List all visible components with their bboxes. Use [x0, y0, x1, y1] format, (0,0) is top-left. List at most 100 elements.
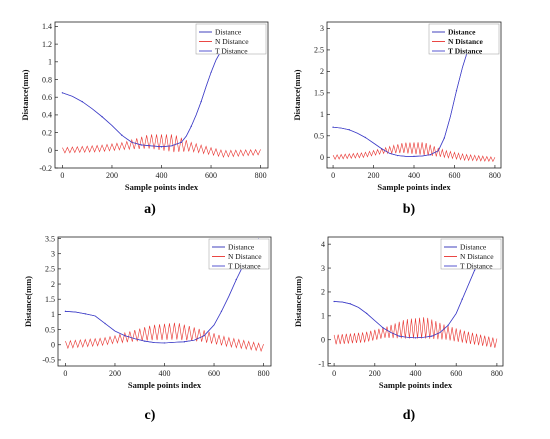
series-point — [397, 154, 399, 157]
legend-entry: N Distance — [215, 37, 249, 46]
y-tick-label: 3 — [51, 249, 55, 258]
x-tick-label: 800 — [489, 171, 501, 180]
series-point — [333, 300, 335, 303]
series-point — [447, 324, 449, 326]
x-tick-label: 0 — [60, 171, 64, 180]
y-tick-label: 1.5 — [314, 89, 324, 98]
series-point — [61, 92, 64, 94]
series-line-t-distance — [65, 238, 259, 344]
series-point — [461, 298, 463, 300]
y-axis-label: Distance(mm) — [293, 276, 303, 327]
y-axis-label: Distance(mm) — [292, 69, 302, 120]
plot-area — [332, 24, 496, 163]
y-tick-label: 1.4 — [42, 22, 52, 31]
y-tick-label: 0.5 — [45, 325, 55, 334]
y-tick-label: 0.6 — [42, 93, 52, 102]
series-point — [190, 125, 192, 128]
x-tick-label: 0 — [332, 369, 336, 378]
series-point — [398, 335, 400, 337]
series-point — [124, 335, 126, 337]
legend-entry: Distance — [228, 243, 255, 252]
series-point — [160, 146, 163, 148]
panel-label: c) — [145, 408, 156, 423]
x-tick-label: 800 — [255, 171, 267, 180]
x-axis-label: Sample points index — [125, 182, 199, 192]
series-point — [220, 310, 223, 312]
y-tick-label: 1.5 — [45, 295, 55, 304]
series-point — [104, 322, 106, 325]
legend-entry: T Distance — [215, 47, 248, 56]
series-point — [144, 340, 146, 342]
x-tick-label: 600 — [205, 171, 217, 180]
series-line-n-distance — [62, 134, 261, 159]
legend-entry: T Distance — [460, 262, 493, 271]
legend-entry: Distance — [460, 243, 487, 252]
series-point — [349, 303, 351, 305]
series-line-n-distance — [333, 317, 498, 348]
x-tick-label: 800 — [258, 369, 270, 378]
series-point — [81, 101, 83, 103]
x-axis-label: Sample points index — [128, 380, 202, 390]
plot-area — [64, 238, 264, 353]
series-point — [381, 148, 383, 150]
x-tick-label: 400 — [156, 171, 168, 180]
series-point — [203, 335, 205, 337]
y-tick-label: 3 — [321, 264, 325, 273]
legend-entry: N Distance — [460, 252, 494, 261]
y-tick-label: 1 — [51, 310, 55, 319]
series-point — [101, 116, 103, 118]
chart-panel-4: -1 0 1 2 3 4 0 200 400 600 800 Sample points index D… — [293, 236, 504, 423]
x-tick-label: 0 — [63, 369, 67, 378]
series-point — [431, 335, 433, 337]
y-tick-label: -0.5 — [42, 356, 55, 365]
y-tick-label: 0 — [48, 146, 52, 155]
x-tick-label: 600 — [450, 369, 462, 378]
series-point — [183, 341, 185, 343]
legend-entry: N Distance — [228, 252, 262, 261]
series-line-n-distance — [65, 322, 264, 353]
x-tick-label: 200 — [368, 171, 380, 180]
series-point — [235, 278, 237, 281]
y-tick-label: 2 — [51, 280, 55, 289]
y-tick-label: 2 — [321, 288, 325, 297]
x-tick-label: 0 — [331, 171, 335, 180]
x-tick-label: 400 — [410, 369, 422, 378]
series-point — [348, 129, 350, 131]
series-point — [455, 90, 458, 92]
series-point — [163, 342, 166, 344]
panel-label: a) — [144, 202, 156, 217]
legend-entry: Distance — [448, 28, 476, 37]
x-tick-label: 200 — [109, 369, 121, 378]
y-tick-label: -0.2 — [39, 164, 52, 173]
y-tick-label: 0.4 — [42, 111, 52, 120]
series-point — [332, 126, 334, 128]
y-tick-label: 2 — [320, 67, 324, 76]
y-tick-label: 0.8 — [42, 75, 52, 84]
series-point — [429, 154, 431, 156]
legend-entry: N Distance — [448, 37, 483, 46]
panel-label: d) — [403, 408, 416, 423]
y-tick-label: 1 — [320, 110, 324, 119]
y-tick-label: 2.5 — [314, 46, 324, 55]
series-point — [413, 155, 415, 158]
x-tick-label: 600 — [448, 171, 460, 180]
panel-label: b) — [403, 202, 416, 217]
series-point — [180, 141, 182, 143]
y-tick-label: 2.5 — [45, 265, 55, 274]
series-point — [84, 313, 86, 315]
y-tick-label: -1 — [318, 359, 325, 368]
series-point — [473, 269, 476, 272]
series-point — [121, 134, 123, 136]
y-tick-label: 3 — [320, 24, 324, 33]
y-axis-label: Distance(mm) — [20, 69, 30, 120]
x-tick-label: 200 — [106, 171, 118, 180]
series-point — [382, 327, 384, 329]
y-tick-label: 0.2 — [42, 128, 52, 137]
series-point — [366, 312, 368, 315]
y-tick-label: 1 — [48, 58, 52, 67]
series-point — [64, 310, 67, 312]
x-axis-label: Sample points index — [377, 182, 451, 192]
